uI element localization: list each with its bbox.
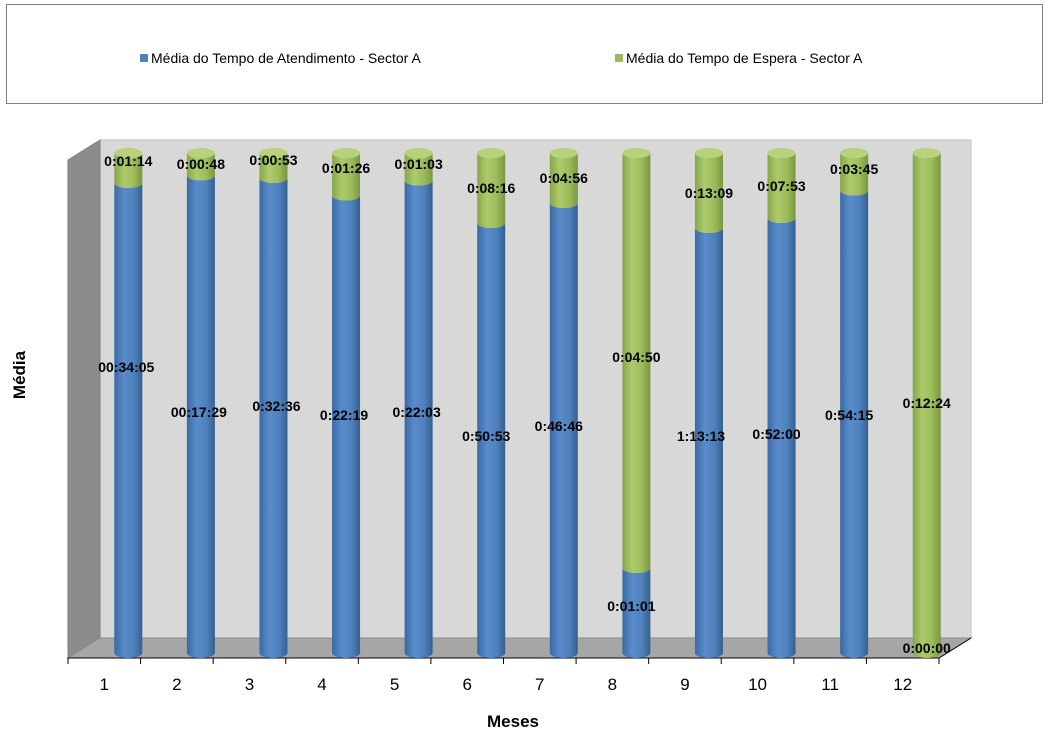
bar-cap-6 xyxy=(477,148,506,158)
bar-atendimento-6 xyxy=(477,223,506,658)
bar-cap-9 xyxy=(694,148,723,158)
legend-item-espera: Média do Tempo de Espera - Sector A xyxy=(615,50,862,66)
x-tick-label-6: 6 xyxy=(462,675,471,694)
bar-atendimento-9 xyxy=(694,228,723,658)
data-label-espera-11: 0:03:45 xyxy=(830,161,878,177)
bar-espera-6 xyxy=(477,153,506,229)
x-tick-label-9: 9 xyxy=(680,675,689,694)
bars-layer xyxy=(114,148,941,658)
bar-cap-10 xyxy=(767,148,796,158)
bar-atendimento-11 xyxy=(840,190,869,658)
x-tick-label-8: 8 xyxy=(608,675,617,694)
bar-cap-5 xyxy=(404,148,433,158)
bar-cap-11 xyxy=(840,148,869,158)
data-label-espera-7: 0:04:56 xyxy=(540,170,588,186)
data-label-atendimento-1: 00:34:05 xyxy=(98,359,154,375)
bar-cap-3 xyxy=(259,148,288,158)
data-label-espera-2: 0:00:48 xyxy=(177,156,225,172)
data-label-atendimento-4: 0:22:19 xyxy=(320,407,368,423)
data-label-espera-9: 0:13:09 xyxy=(685,185,733,201)
data-label-espera-5: 0:01:03 xyxy=(394,156,442,172)
x-axis-depth-line xyxy=(938,637,972,659)
x-tick-label-11: 11 xyxy=(821,675,839,694)
data-label-atendimento-2: 00:17:29 xyxy=(171,404,227,420)
x-tick-label-5: 5 xyxy=(390,675,399,694)
bar-cap-8 xyxy=(622,148,651,158)
bar-cap-2 xyxy=(186,148,215,158)
bar-espera-4 xyxy=(332,153,361,201)
bar-espera-12 xyxy=(912,153,941,658)
data-label-espera-8: 0:04:50 xyxy=(612,349,660,365)
data-label-espera-10: 0:07:53 xyxy=(757,178,805,194)
bar-espera-5 xyxy=(404,153,433,186)
x-tick-label-7: 7 xyxy=(535,675,544,694)
y-axis-title: Média xyxy=(10,350,29,400)
bar-atendimento-1 xyxy=(114,183,143,658)
data-label-atendimento-5: 0:22:03 xyxy=(392,404,440,420)
data-label-espera-3: 0:00:53 xyxy=(249,152,297,168)
x-tick-label-2: 2 xyxy=(172,675,181,694)
data-label-atendimento-9: 1:13:13 xyxy=(677,428,725,444)
bar-atendimento-3 xyxy=(259,178,288,658)
bar-atendimento-10 xyxy=(767,218,796,658)
legend-swatch-atendimento xyxy=(140,54,148,62)
bar-espera-2 xyxy=(186,153,215,181)
data-label-atendimento-12: 0:00:00 xyxy=(903,640,951,656)
bar-espera-3 xyxy=(259,153,288,184)
bar-cap-1 xyxy=(114,148,143,158)
legend-label-atendimento: Média do Tempo de Atendimento - Sector A xyxy=(151,50,421,66)
labels-layer: 00:34:05 0:01:14 00:17:29 0:00:48 0:32:36 0:0… xyxy=(98,152,951,656)
bar-atendimento-7 xyxy=(549,203,578,658)
x-tick-label-4: 4 xyxy=(317,675,326,694)
x-tick-label-10: 10 xyxy=(748,675,767,694)
x-tick-label-3: 3 xyxy=(245,675,254,694)
bar-espera-10 xyxy=(767,153,796,224)
data-label-atendimento-10: 0:52:00 xyxy=(752,426,800,442)
bar-espera-8 xyxy=(622,153,651,573)
data-label-atendimento-6: 0:50:53 xyxy=(462,428,510,444)
legend-swatch-espera xyxy=(615,54,623,62)
bar-atendimento-4 xyxy=(332,195,361,658)
legend: Média do Tempo de Atendimento - Sector A… xyxy=(6,4,1043,104)
legend-label-espera: Média do Tempo de Espera - Sector A xyxy=(626,50,863,66)
bar-atendimento-2 xyxy=(186,175,215,658)
data-label-atendimento-8: 0:01:01 xyxy=(607,598,655,614)
data-label-atendimento-3: 0:32:36 xyxy=(252,398,300,414)
bar-cap-4 xyxy=(332,148,361,158)
data-label-atendimento-11: 0:54:15 xyxy=(825,407,873,423)
chart-side-wall xyxy=(67,139,101,659)
bar-espera-1 xyxy=(114,153,143,188)
x-tick-label-12: 12 xyxy=(893,675,912,694)
bar-cap-7 xyxy=(549,148,578,158)
x-axis-title: Meses xyxy=(487,712,539,731)
x-tick-label-1: 1 xyxy=(100,675,109,694)
data-label-espera-1: 0:01:14 xyxy=(104,153,152,169)
data-label-espera-4: 0:01:26 xyxy=(322,160,370,176)
bar-espera-7 xyxy=(549,153,578,209)
ticks-layer: 1 2 3 4 5 6 7 8 9 10 11 12 xyxy=(67,658,940,694)
bar-espera-11 xyxy=(840,153,869,196)
data-label-atendimento-7: 0:46:46 xyxy=(535,418,583,434)
bar-atendimento-5 xyxy=(404,180,433,658)
bar-espera-9 xyxy=(694,153,723,234)
bar-cap-12 xyxy=(912,148,941,158)
legend-item-atendimento: Média do Tempo de Atendimento - Sector A xyxy=(140,50,421,66)
bar-atendimento-8 xyxy=(622,568,651,658)
data-label-espera-6: 0:08:16 xyxy=(467,180,515,196)
data-label-espera-12: 0:12:24 xyxy=(903,395,951,411)
